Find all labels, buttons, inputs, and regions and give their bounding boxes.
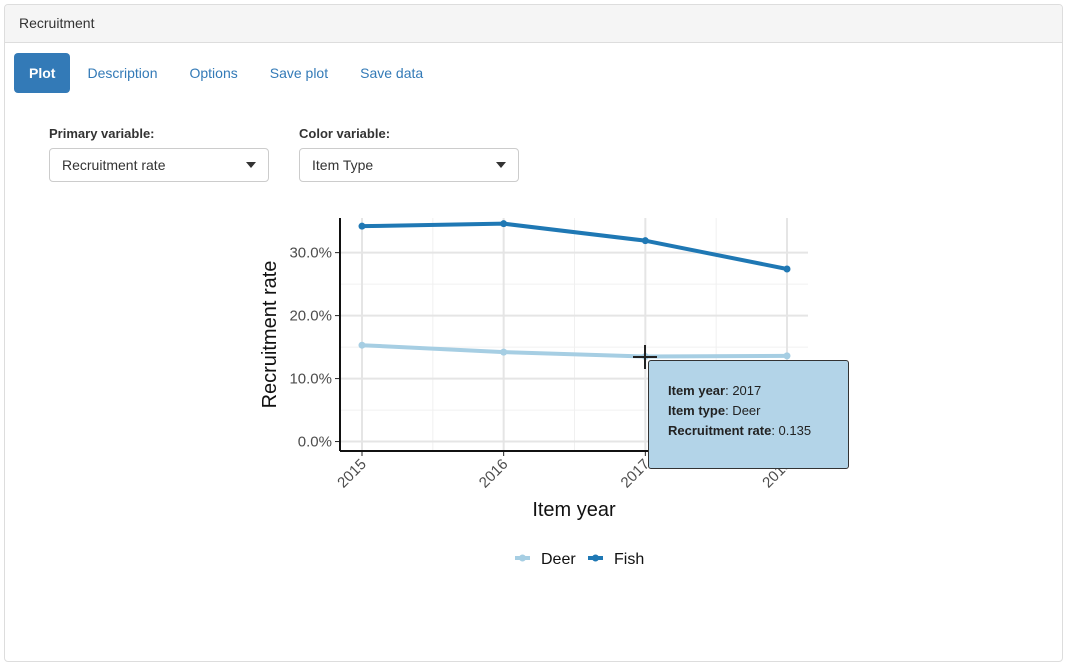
- y-tick-label: 20.0%: [289, 308, 332, 325]
- color-variable-field: Color variable: Item Type: [299, 126, 519, 182]
- primary-variable-field: Primary variable: Recruitment rate: [49, 126, 269, 182]
- data-point-deer: [783, 352, 791, 360]
- tooltip-type-value: : Deer: [725, 403, 761, 418]
- legend-label-deer: Deer: [541, 551, 576, 568]
- tooltip-rate-value: : 0.135: [771, 423, 812, 438]
- panel-title: Recruitment: [5, 5, 1062, 43]
- data-point-deer: [500, 348, 508, 356]
- data-point-fish: [358, 222, 366, 230]
- y-axis-title: Recruitment rate: [259, 261, 281, 409]
- legend-marker-fish: [592, 554, 599, 562]
- caret-down-icon: [246, 162, 256, 168]
- x-axis-title: Item year: [532, 499, 616, 521]
- data-point-fish: [500, 220, 508, 228]
- legend-label-fish: Fish: [614, 551, 644, 568]
- tab-options[interactable]: Options: [189, 65, 238, 81]
- x-tick-label: 2015: [334, 456, 370, 492]
- tab-save-data[interactable]: Save data: [360, 65, 424, 81]
- recruitment-panel: Recruitment: [4, 4, 1063, 662]
- series-line-deer: [361, 343, 788, 359]
- tab-plot[interactable]: Plot: [14, 53, 71, 93]
- legend-marker-deer: [519, 554, 526, 562]
- tab-save-plot[interactable]: Save plot: [269, 65, 329, 81]
- tooltip-year-label: Item year: [668, 383, 726, 398]
- tooltip-type-label: Item type: [668, 403, 726, 418]
- color-variable-value: Item Type: [312, 157, 374, 173]
- primary-variable-label: Primary variable:: [49, 126, 155, 141]
- tooltip-rate-label: Recruitment rate: [668, 423, 772, 438]
- crosshair-cursor-icon: [633, 345, 657, 369]
- series-line-fish: [361, 221, 788, 271]
- tab-description[interactable]: Description: [87, 65, 158, 81]
- y-tick-label: 0.0%: [298, 434, 332, 451]
- color-variable-select[interactable]: Item Type: [299, 148, 519, 182]
- y-tick-label: 30.0%: [289, 245, 332, 262]
- data-point-fish: [641, 237, 649, 245]
- x-tick-label: 2016: [476, 456, 512, 492]
- data-point-fish: [783, 265, 791, 273]
- data-point-deer: [358, 341, 366, 349]
- primary-variable-value: Recruitment rate: [62, 157, 166, 173]
- hover-tooltip: Item year: 2017 Item type: Deer Recruitm…: [648, 360, 849, 469]
- primary-variable-select[interactable]: Recruitment rate: [49, 148, 269, 182]
- caret-down-icon: [496, 162, 506, 168]
- tooltip-year-value: : 2017: [725, 383, 762, 398]
- color-variable-label: Color variable:: [299, 126, 391, 141]
- y-tick-label: 10.0%: [289, 371, 332, 388]
- tab-bar: Plot Description Options Save plot Save …: [14, 53, 438, 93]
